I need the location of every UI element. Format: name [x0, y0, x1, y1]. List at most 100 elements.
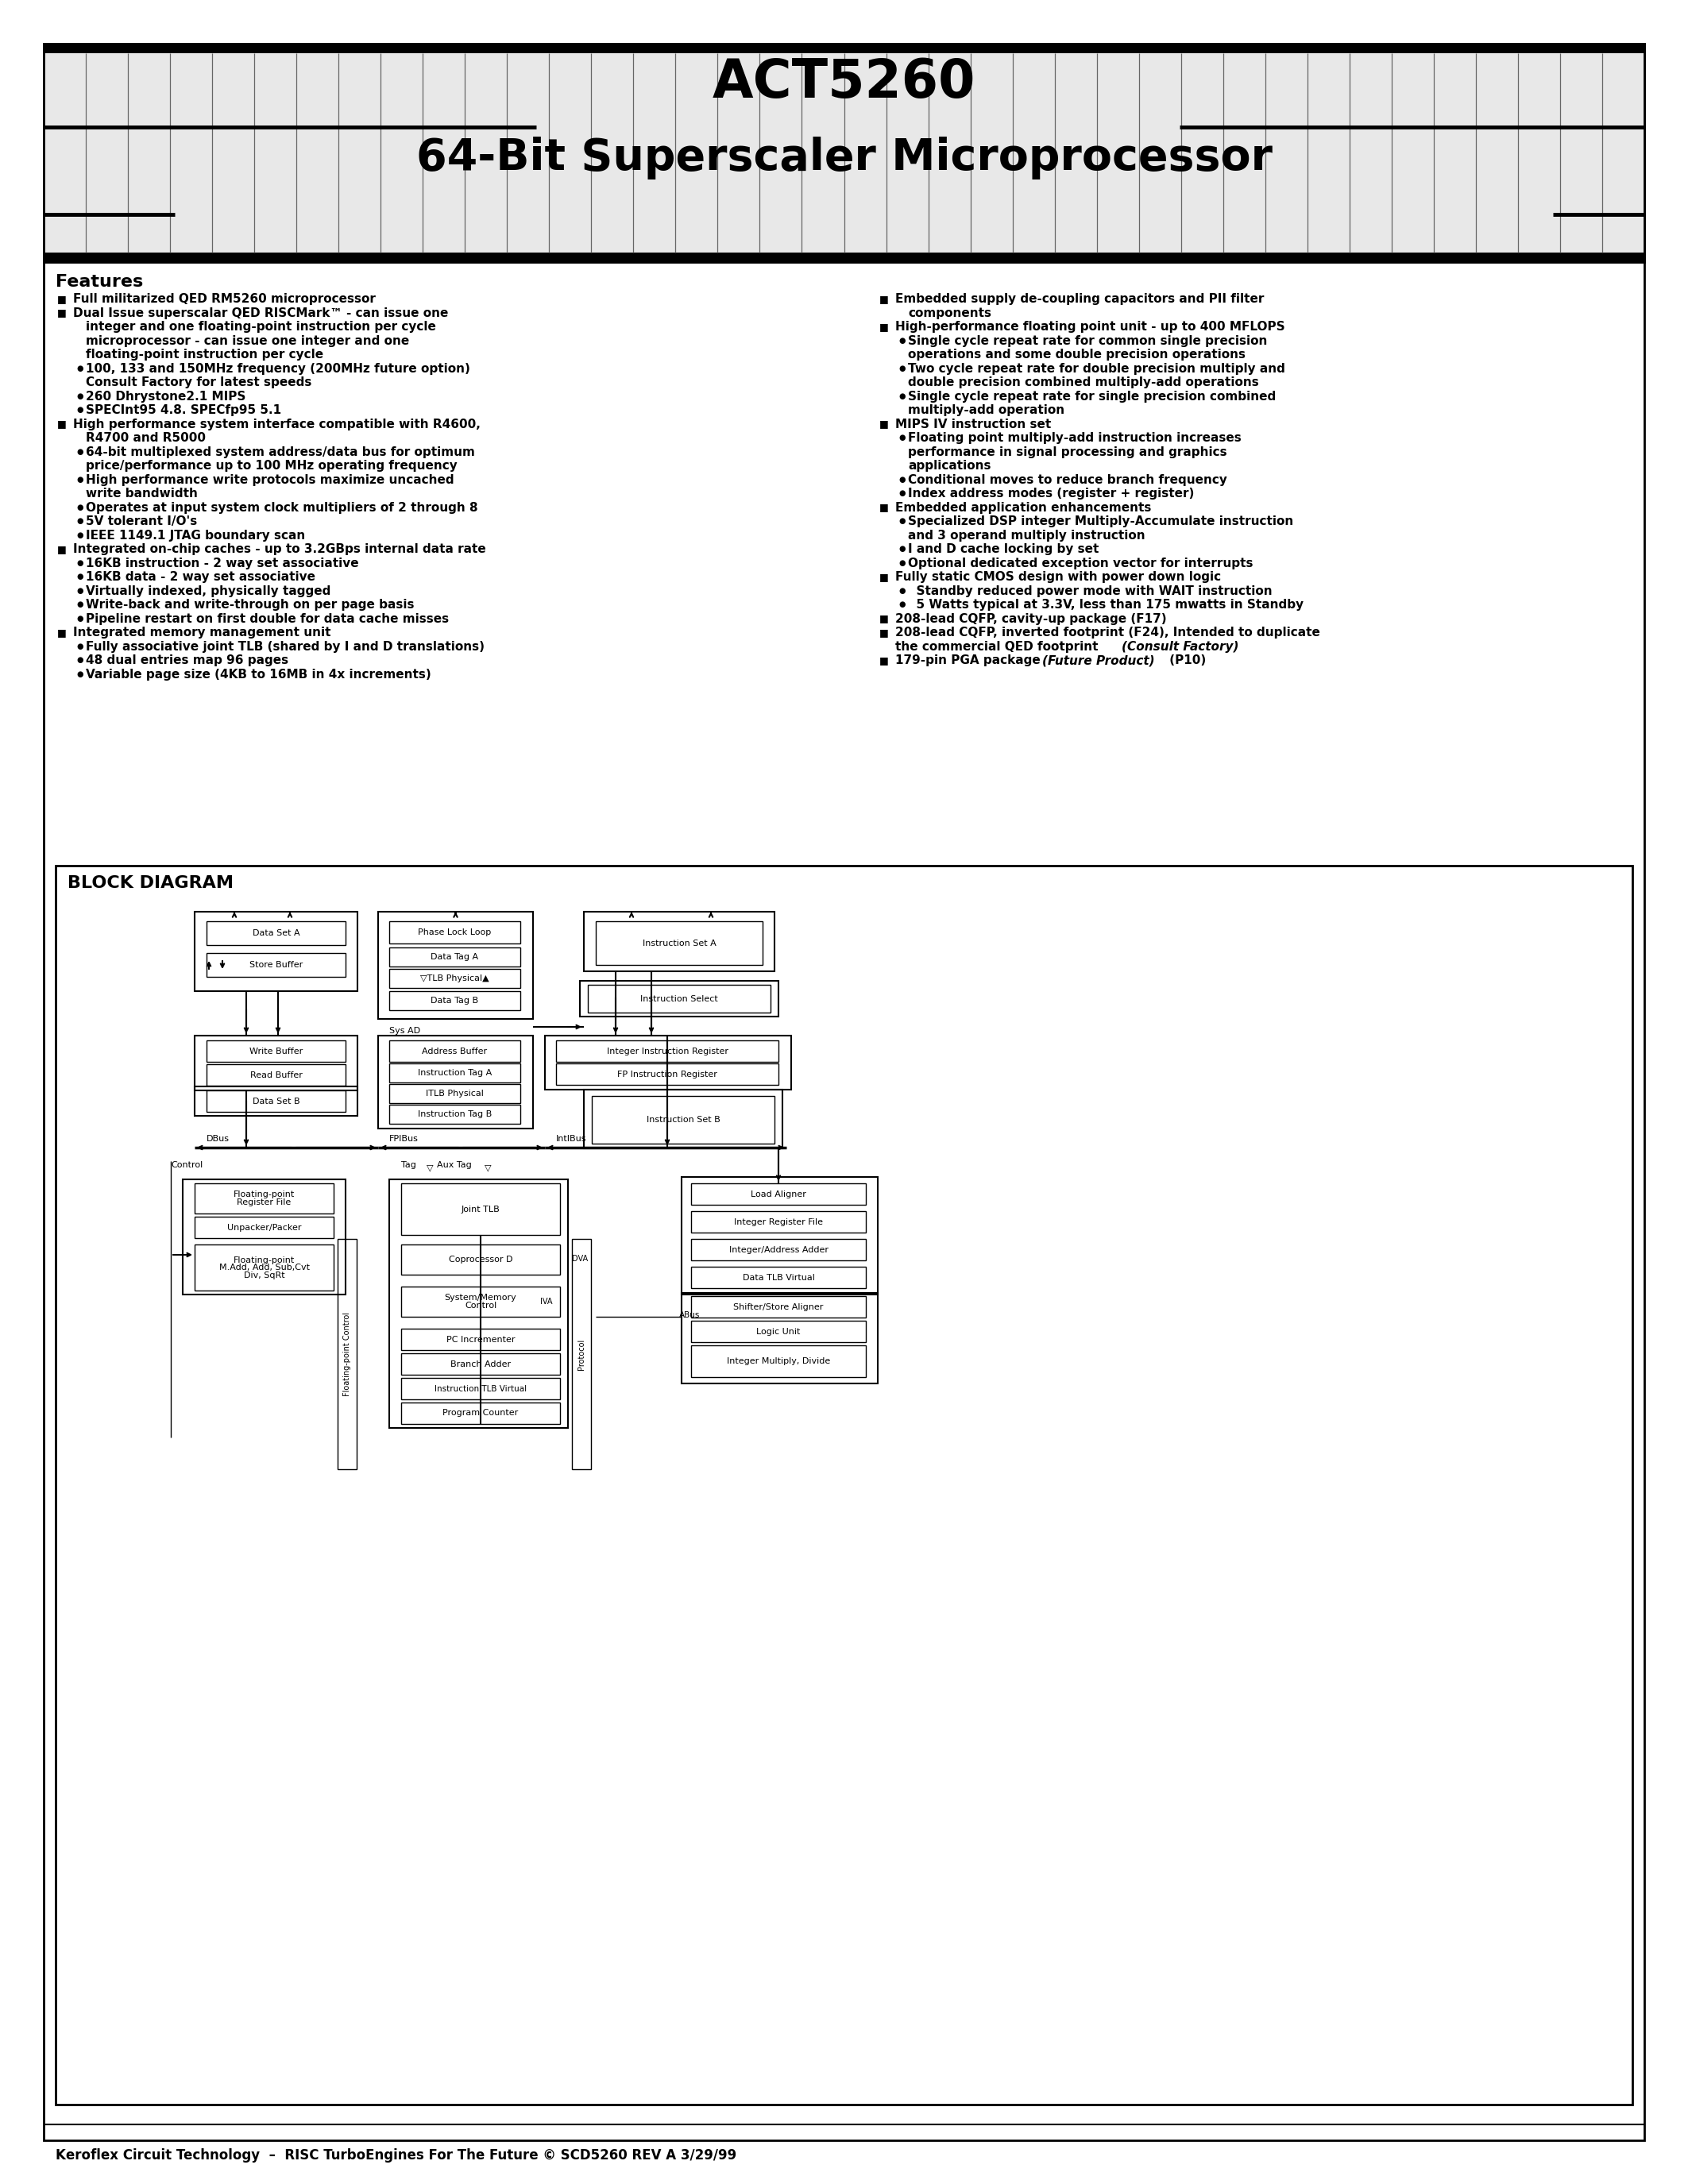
Text: System/Memory: System/Memory: [444, 1293, 517, 1302]
Text: Unpacker/Packer: Unpacker/Packer: [226, 1223, 300, 1232]
Bar: [690, 1345, 866, 1378]
Text: ■: ■: [879, 614, 888, 625]
Text: ●: ●: [76, 572, 83, 581]
Text: Data Set A: Data Set A: [253, 928, 300, 937]
Text: Index address modes (register + register): Index address modes (register + register…: [908, 487, 1193, 500]
Text: Pipeline restart on first double for data cache misses: Pipeline restart on first double for dat…: [86, 614, 449, 625]
Text: SPECInt95 4.8. SPECfp95 5.1: SPECInt95 4.8. SPECfp95 5.1: [86, 404, 282, 417]
Text: Instruction Tag B: Instruction Tag B: [417, 1109, 491, 1118]
Text: Two cycle repeat rate for double precision multiply and: Two cycle repeat rate for double precisi…: [908, 363, 1285, 373]
Bar: [402, 1184, 560, 1234]
Text: Write-back and write-through on per page basis: Write-back and write-through on per page…: [86, 598, 414, 612]
Bar: [584, 1090, 783, 1149]
Bar: [194, 911, 358, 992]
Text: ■: ■: [57, 295, 66, 304]
Text: ●: ●: [898, 435, 905, 441]
Text: the commercial QED footprint: the commercial QED footprint: [895, 640, 1102, 653]
Text: Conditional moves to reduce branch frequency: Conditional moves to reduce branch frequ…: [908, 474, 1227, 485]
Text: DBus: DBus: [206, 1136, 230, 1142]
Text: 64-Bit Superscaler Microprocessor: 64-Bit Superscaler Microprocessor: [415, 138, 1273, 179]
Text: ●: ●: [898, 336, 905, 345]
Text: Floating-point: Floating-point: [233, 1190, 295, 1199]
Text: BLOCK DIAGRAM: BLOCK DIAGRAM: [68, 876, 233, 891]
Text: Instruction Select: Instruction Select: [640, 994, 717, 1002]
Text: Data Tag B: Data Tag B: [430, 996, 479, 1005]
Text: IVA: IVA: [540, 1297, 552, 1306]
Text: 260 Dhrystone2.1 MIPS: 260 Dhrystone2.1 MIPS: [86, 391, 246, 402]
Text: write bandwidth: write bandwidth: [86, 487, 197, 500]
Text: Floating point multiply-add instruction increases: Floating point multiply-add instruction …: [908, 432, 1241, 443]
Text: PC Incrementer: PC Incrementer: [446, 1334, 515, 1343]
Bar: [44, 253, 1644, 262]
Bar: [690, 1212, 866, 1232]
Text: ■: ■: [879, 655, 888, 666]
Bar: [690, 1184, 866, 1206]
Text: (Consult Factory): (Consult Factory): [1121, 640, 1239, 653]
Text: Integer Register File: Integer Register File: [734, 1219, 824, 1225]
Text: ■: ■: [879, 321, 888, 332]
Text: 48 dual entries map 96 pages: 48 dual entries map 96 pages: [86, 655, 289, 666]
Text: R4700 and R5000: R4700 and R5000: [86, 432, 206, 443]
Text: ■: ■: [879, 627, 888, 638]
Bar: [390, 970, 520, 987]
Bar: [378, 1035, 533, 1129]
Text: Data Set B: Data Set B: [253, 1096, 300, 1105]
Text: MIPS IV instruction set: MIPS IV instruction set: [895, 417, 1052, 430]
Text: Branch Adder: Branch Adder: [451, 1361, 511, 1367]
Text: ●: ●: [898, 587, 905, 594]
Bar: [690, 1238, 866, 1260]
Text: High performance write protocols maximize uncached: High performance write protocols maximiz…: [86, 474, 454, 485]
Text: ●: ●: [76, 670, 83, 677]
Text: Instruction TLB Virtual: Instruction TLB Virtual: [434, 1385, 527, 1393]
Text: performance in signal processing and graphics: performance in signal processing and gra…: [908, 446, 1227, 459]
Bar: [596, 922, 763, 965]
Bar: [572, 1238, 591, 1470]
Text: High-performance floating point unit - up to 400 MFLOPS: High-performance floating point unit - u…: [895, 321, 1285, 332]
Text: Instruction Set A: Instruction Set A: [643, 939, 716, 948]
Text: Fully associative joint TLB (shared by I and D translations): Fully associative joint TLB (shared by I…: [86, 640, 484, 653]
Text: double precision combined multiply-add operations: double precision combined multiply-add o…: [908, 376, 1259, 389]
Bar: [555, 1064, 778, 1085]
Text: ▽: ▽: [484, 1164, 491, 1171]
Text: ●: ●: [76, 655, 83, 664]
Text: 64-bit multiplexed system address/data bus for optimum: 64-bit multiplexed system address/data b…: [86, 446, 474, 459]
Text: Aux Tag: Aux Tag: [437, 1162, 471, 1168]
Text: (Future Product): (Future Product): [1041, 655, 1155, 666]
Bar: [206, 1040, 346, 1061]
Text: operations and some double precision operations: operations and some double precision ope…: [908, 349, 1246, 360]
Text: Integer Multiply, Divide: Integer Multiply, Divide: [728, 1356, 830, 1365]
Text: ●: ●: [76, 502, 83, 511]
Text: 208-lead CQFP, cavity-up package (F17): 208-lead CQFP, cavity-up package (F17): [895, 614, 1166, 625]
Text: integer and one floating-point instruction per cycle: integer and one floating-point instructi…: [86, 321, 436, 332]
Text: ■: ■: [879, 295, 888, 304]
Text: Phase Lock Loop: Phase Lock Loop: [419, 928, 491, 937]
Bar: [390, 922, 520, 943]
Text: 5V tolerant I/O's: 5V tolerant I/O's: [86, 515, 197, 526]
Text: and 3 operand multiply instruction: and 3 operand multiply instruction: [908, 529, 1144, 542]
Bar: [182, 1179, 346, 1295]
Text: ●: ●: [898, 391, 905, 400]
Text: Fully static CMOS design with power down logic: Fully static CMOS design with power down…: [895, 570, 1220, 583]
Text: DVA: DVA: [572, 1256, 587, 1262]
Bar: [206, 1090, 346, 1112]
Text: Write Buffer: Write Buffer: [250, 1046, 302, 1055]
Text: ●: ●: [76, 587, 83, 594]
Text: FP Instruction Register: FP Instruction Register: [618, 1070, 717, 1079]
Bar: [44, 44, 1644, 52]
Text: ●: ●: [898, 476, 905, 483]
Text: 179-pin PGA package: 179-pin PGA package: [895, 655, 1045, 666]
Bar: [545, 1035, 792, 1090]
Text: Embedded application enhancements: Embedded application enhancements: [895, 502, 1151, 513]
Text: ●: ●: [898, 518, 905, 524]
Text: ▽: ▽: [427, 1164, 434, 1171]
Text: Dual Issue superscalar QED RISCMark™ - can issue one: Dual Issue superscalar QED RISCMark™ - c…: [73, 308, 449, 319]
Text: ITLB Physical: ITLB Physical: [425, 1090, 484, 1099]
Text: Div, SqRt: Div, SqRt: [243, 1271, 285, 1280]
Text: Sys AD: Sys AD: [390, 1026, 420, 1035]
Bar: [587, 985, 770, 1013]
Bar: [44, 44, 1644, 262]
Text: Protocol: Protocol: [577, 1339, 586, 1369]
Text: ●: ●: [76, 518, 83, 524]
Bar: [194, 1085, 358, 1116]
Text: Instruction Set B: Instruction Set B: [647, 1116, 721, 1125]
